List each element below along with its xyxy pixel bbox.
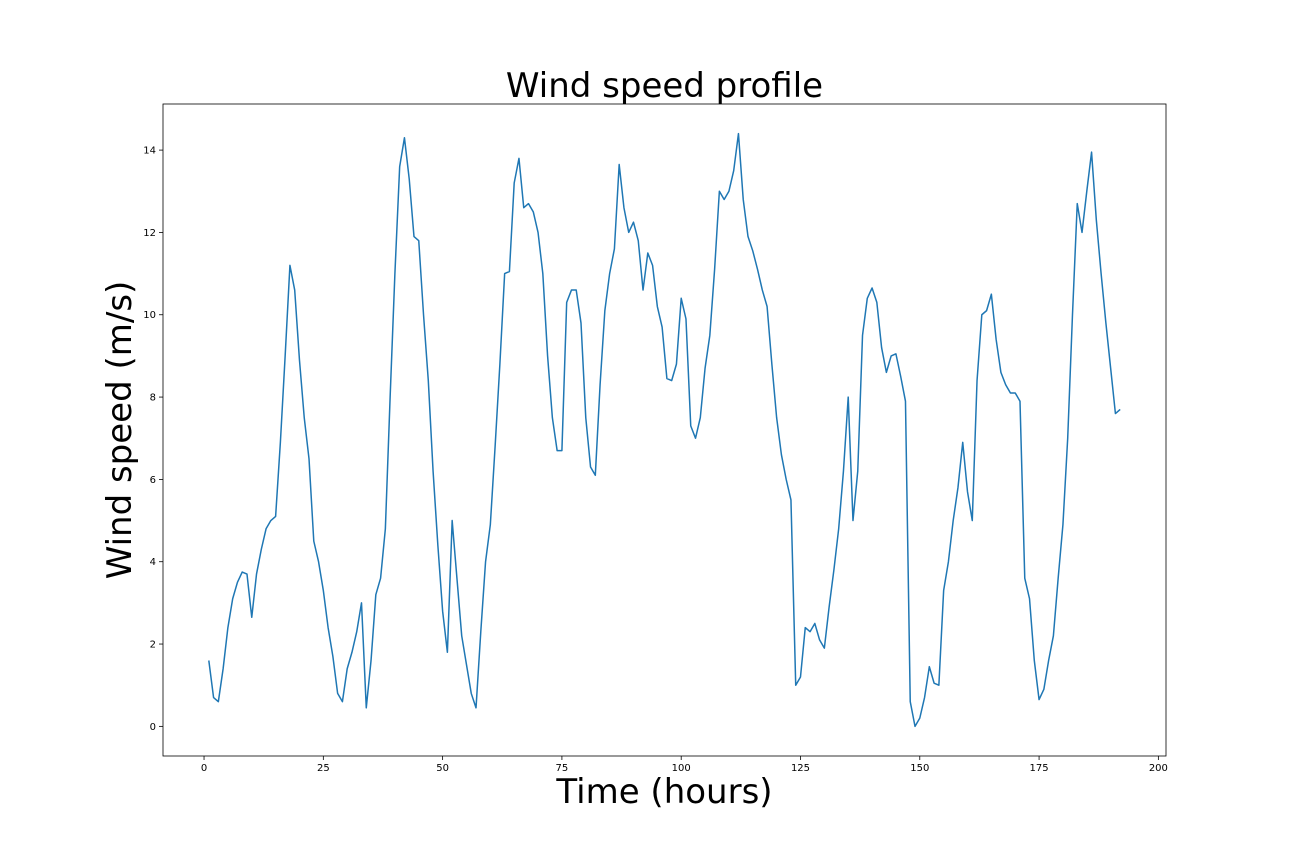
y-tick-label: 4 bbox=[150, 557, 156, 568]
y-tick-label: 10 bbox=[143, 310, 156, 321]
x-axis-ticks: 0 25 50 75 100 125 150 175 200 bbox=[201, 756, 1168, 774]
x-tick-label: 175 bbox=[1030, 763, 1049, 774]
x-tick-label: 50 bbox=[436, 763, 449, 774]
y-tick-label: 14 bbox=[143, 146, 156, 157]
x-tick-label: 100 bbox=[672, 763, 691, 774]
y-axis-label: Wind speed (m/s) bbox=[100, 281, 140, 580]
x-tick-label: 25 bbox=[317, 763, 330, 774]
plot-background bbox=[163, 104, 1166, 756]
y-tick-label: 0 bbox=[150, 722, 156, 733]
x-tick-label: 150 bbox=[910, 763, 929, 774]
y-tick-label: 8 bbox=[150, 393, 156, 404]
x-tick-label: 0 bbox=[201, 763, 207, 774]
chart-title: Wind speed profile bbox=[506, 66, 823, 106]
plot-frame bbox=[162, 103, 1167, 757]
y-axis-ticks: 0 2 4 6 8 10 12 14 bbox=[143, 146, 163, 733]
x-tick-label: 75 bbox=[556, 763, 569, 774]
y-tick-label: 12 bbox=[143, 228, 156, 239]
x-tick-label: 125 bbox=[791, 763, 810, 774]
y-tick-label: 6 bbox=[150, 475, 156, 486]
x-tick-label: 200 bbox=[1149, 763, 1168, 774]
x-axis-label: Time (hours) bbox=[555, 772, 772, 812]
y-tick-label: 2 bbox=[150, 640, 156, 651]
wind-speed-series-line bbox=[208, 132, 1121, 728]
